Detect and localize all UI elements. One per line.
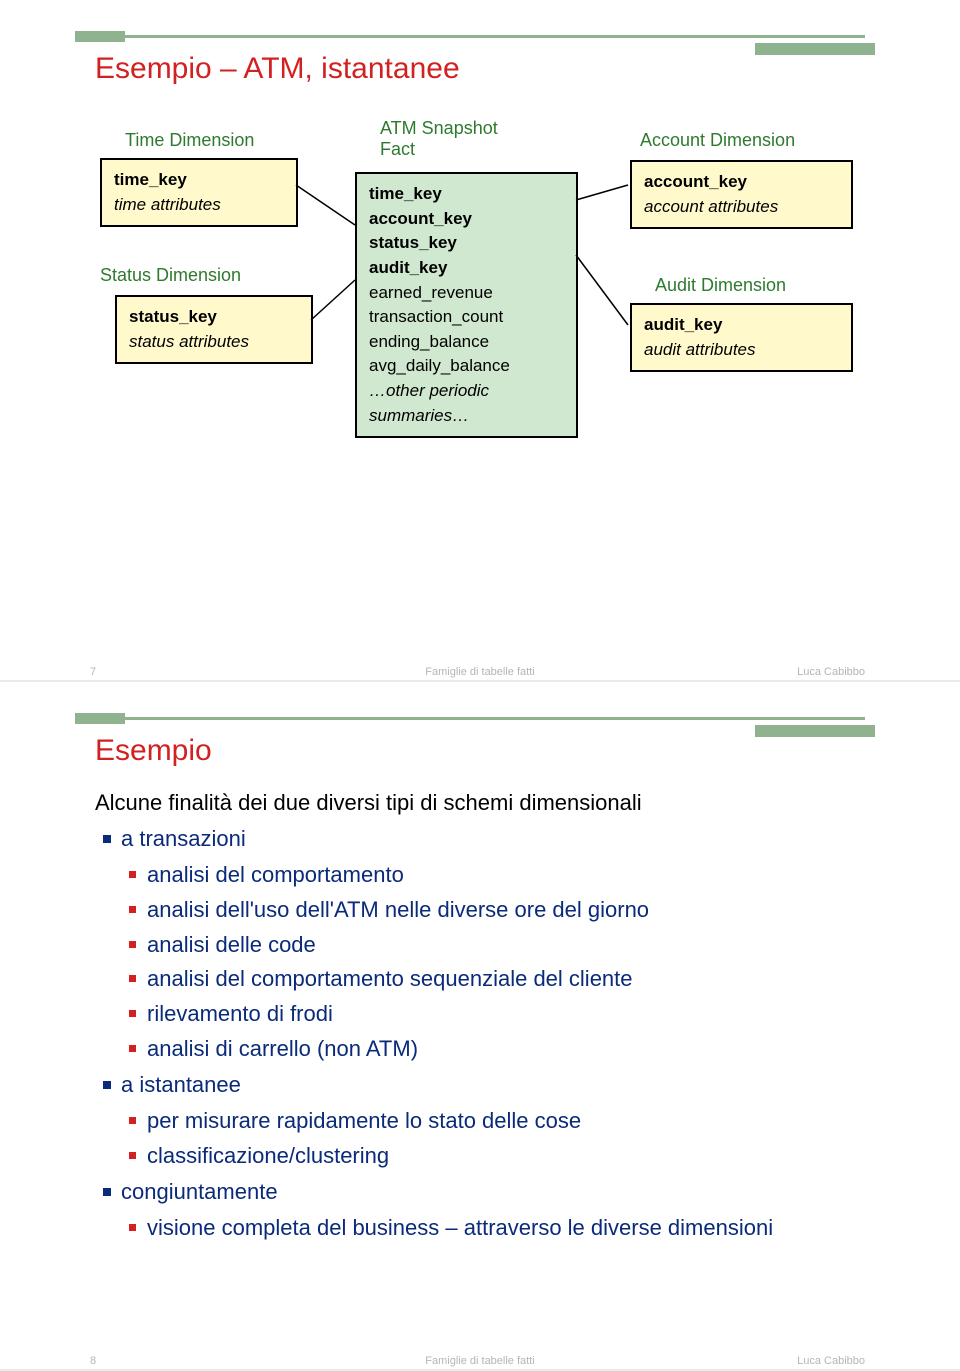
status-key: status_key	[129, 307, 217, 326]
slide-body: Alcune finalità dei due diversi tipi di …	[95, 787, 865, 1247]
status-dimension-box: status_key status attributes	[115, 295, 313, 364]
slide-1: Esempio – ATM, istantanee Time Dimension…	[0, 0, 960, 682]
time-dimension-label: Time Dimension	[125, 130, 254, 151]
sub-bullet: analisi dell'uso dell'ATM nelle diverse …	[95, 894, 865, 926]
time-attributes: time attributes	[114, 195, 221, 214]
footer-author: Luca Cabibbo	[797, 666, 865, 678]
sub-bullet: analisi del comportamento sequenziale de…	[95, 963, 865, 995]
fact-ending-balance: ending_balance	[369, 332, 489, 351]
fact-box: time_key account_key status_key audit_ke…	[355, 172, 578, 438]
fact-other-2: summaries…	[369, 406, 469, 425]
decor-top	[75, 35, 865, 38]
fact-label: ATM Snapshot Fact	[380, 118, 498, 160]
slide-title: Esempio	[95, 734, 212, 768]
time-dimension-box: time_key time attributes	[100, 158, 298, 227]
bullet-transazioni: a transazioni	[95, 823, 865, 855]
fact-avg-balance: avg_daily_balance	[369, 356, 510, 375]
sub-bullet: classificazione/clustering	[95, 1140, 865, 1172]
account-dimension-label: Account Dimension	[640, 130, 795, 151]
time-key: time_key	[114, 170, 187, 189]
bullet-congiuntamente: congiuntamente	[95, 1176, 865, 1208]
fact-other-1: …other periodic	[369, 381, 489, 400]
intro-text: Alcune finalità dei due diversi tipi di …	[95, 787, 865, 819]
slide-2: Esempio Alcune finalità dei due diversi …	[0, 682, 960, 1371]
fact-earned-revenue: earned_revenue	[369, 283, 493, 302]
fact-time-key: time_key	[369, 184, 442, 203]
account-key: account_key	[644, 172, 747, 191]
sub-bullet: analisi delle code	[95, 929, 865, 961]
decor-top	[75, 717, 865, 720]
audit-dimension-label: Audit Dimension	[655, 275, 786, 296]
footer-author: Luca Cabibbo	[797, 1355, 865, 1367]
audit-key: audit_key	[644, 315, 722, 334]
account-attributes: account attributes	[644, 197, 778, 216]
fact-txn-count: transaction_count	[369, 307, 503, 326]
fact-status-key: status_key	[369, 233, 457, 252]
fact-account-key: account_key	[369, 209, 472, 228]
status-dimension-label: Status Dimension	[100, 265, 241, 286]
sub-bullet: analisi di carrello (non ATM)	[95, 1033, 865, 1065]
slide-title: Esempio – ATM, istantanee	[95, 52, 460, 86]
audit-dimension-box: audit_key audit attributes	[630, 303, 853, 372]
account-dimension-box: account_key account attributes	[630, 160, 853, 229]
sub-bullet: per misurare rapidamente lo stato delle …	[95, 1105, 865, 1137]
status-attributes: status attributes	[129, 332, 249, 351]
audit-attributes: audit attributes	[644, 340, 756, 359]
sub-bullet: rilevamento di frodi	[95, 998, 865, 1030]
sub-bullet: analisi del comportamento	[95, 859, 865, 891]
bullet-istantanee: a istantanee	[95, 1069, 865, 1101]
fact-audit-key: audit_key	[369, 258, 447, 277]
sub-bullet: visione completa del business – attraver…	[95, 1212, 865, 1244]
